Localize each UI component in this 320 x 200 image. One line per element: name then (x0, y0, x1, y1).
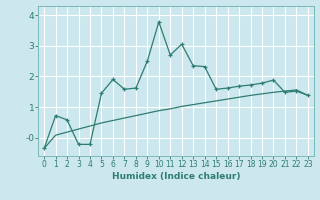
X-axis label: Humidex (Indice chaleur): Humidex (Indice chaleur) (112, 172, 240, 181)
